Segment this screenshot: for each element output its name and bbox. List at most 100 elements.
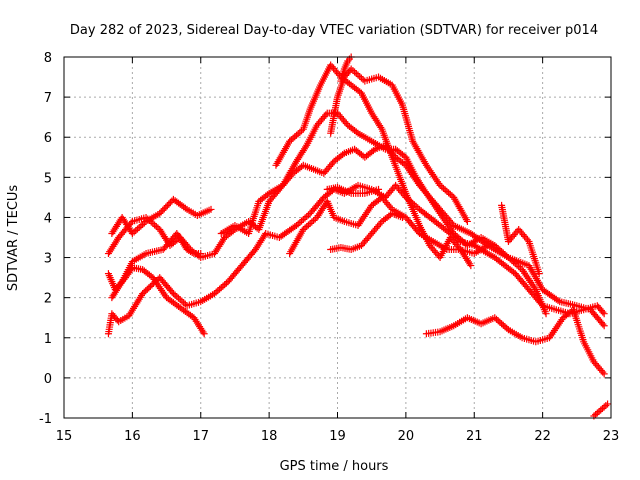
series-s6 xyxy=(217,109,550,318)
data-point xyxy=(145,216,153,224)
data-point xyxy=(139,220,147,228)
data-point xyxy=(356,73,364,81)
data-point xyxy=(291,133,299,141)
data-point xyxy=(600,403,608,411)
data-point xyxy=(498,320,506,328)
data-point xyxy=(599,308,607,316)
data-point xyxy=(375,185,383,193)
data-point xyxy=(494,317,502,325)
data-point xyxy=(412,202,420,210)
data-point xyxy=(171,291,179,299)
data-point xyxy=(503,252,511,260)
data-point xyxy=(181,204,189,212)
data-point xyxy=(162,203,170,211)
data-point xyxy=(212,288,220,296)
data-point xyxy=(597,406,605,414)
data-point xyxy=(175,294,183,302)
data-point xyxy=(458,237,466,245)
data-point xyxy=(496,246,504,254)
data-point xyxy=(491,314,499,322)
data-point xyxy=(310,216,318,224)
data-point xyxy=(142,213,150,221)
data-point xyxy=(163,202,171,210)
data-point xyxy=(135,223,143,231)
y-tick-label: 2 xyxy=(44,292,52,307)
data-point xyxy=(511,260,519,268)
data-point xyxy=(151,221,159,229)
data-point xyxy=(304,221,312,229)
data-point xyxy=(169,290,177,298)
data-point xyxy=(156,209,164,217)
data-point xyxy=(498,248,506,256)
data-point xyxy=(165,200,173,208)
data-point xyxy=(398,213,406,221)
data-point xyxy=(496,318,504,326)
data-point xyxy=(299,225,307,233)
x-tick-label: 15 xyxy=(56,429,73,444)
x-tick-label: 23 xyxy=(603,429,620,444)
data-point xyxy=(292,131,300,139)
x-tick-label: 21 xyxy=(466,429,483,444)
data-point xyxy=(147,272,155,280)
data-point xyxy=(354,71,362,79)
data-point xyxy=(222,279,230,287)
data-point xyxy=(455,244,463,252)
x-tick-label: 20 xyxy=(398,429,415,444)
data-point xyxy=(600,370,608,378)
data-point xyxy=(188,249,196,257)
x-tick-label: 18 xyxy=(261,429,278,444)
data-point xyxy=(441,186,449,194)
data-point xyxy=(599,368,607,376)
data-marks xyxy=(104,53,612,420)
data-point xyxy=(149,219,157,227)
series-s12 xyxy=(323,183,383,197)
data-point xyxy=(451,231,459,239)
data-point xyxy=(598,404,606,412)
data-point xyxy=(593,409,601,417)
series-s5 xyxy=(108,229,205,302)
data-point xyxy=(492,315,500,323)
data-point xyxy=(460,239,468,247)
data-point xyxy=(294,130,302,138)
data-point xyxy=(439,184,447,192)
y-tick-label: 5 xyxy=(44,171,52,186)
data-point xyxy=(298,217,306,225)
data-point xyxy=(342,119,350,127)
data-point xyxy=(499,249,507,257)
data-point xyxy=(286,137,294,145)
data-point xyxy=(128,229,136,237)
data-point xyxy=(216,285,224,293)
data-point xyxy=(137,222,145,230)
data-point xyxy=(554,296,562,304)
data-point xyxy=(501,251,509,259)
data-point xyxy=(296,218,304,226)
data-point xyxy=(166,199,174,207)
data-point xyxy=(197,250,205,258)
data-point xyxy=(438,183,446,191)
y-tick-label: 7 xyxy=(44,91,52,106)
data-point xyxy=(592,410,600,418)
data-point xyxy=(494,245,502,253)
data-point xyxy=(130,228,138,236)
data-point xyxy=(446,190,454,198)
data-point xyxy=(453,232,461,240)
data-point xyxy=(369,147,377,155)
data-point xyxy=(159,206,167,214)
series-s14 xyxy=(498,201,543,278)
data-point xyxy=(214,287,222,295)
data-point xyxy=(508,257,516,265)
data-point xyxy=(147,218,155,226)
data-point xyxy=(492,243,500,251)
data-point xyxy=(516,264,524,272)
y-tick-label: 1 xyxy=(44,332,52,347)
data-point xyxy=(359,76,367,84)
data-point xyxy=(303,222,311,230)
series-s15 xyxy=(590,400,612,420)
data-point xyxy=(304,211,312,219)
data-point xyxy=(329,159,337,167)
data-point xyxy=(352,70,360,78)
data-point xyxy=(504,254,512,262)
data-point xyxy=(513,261,521,269)
